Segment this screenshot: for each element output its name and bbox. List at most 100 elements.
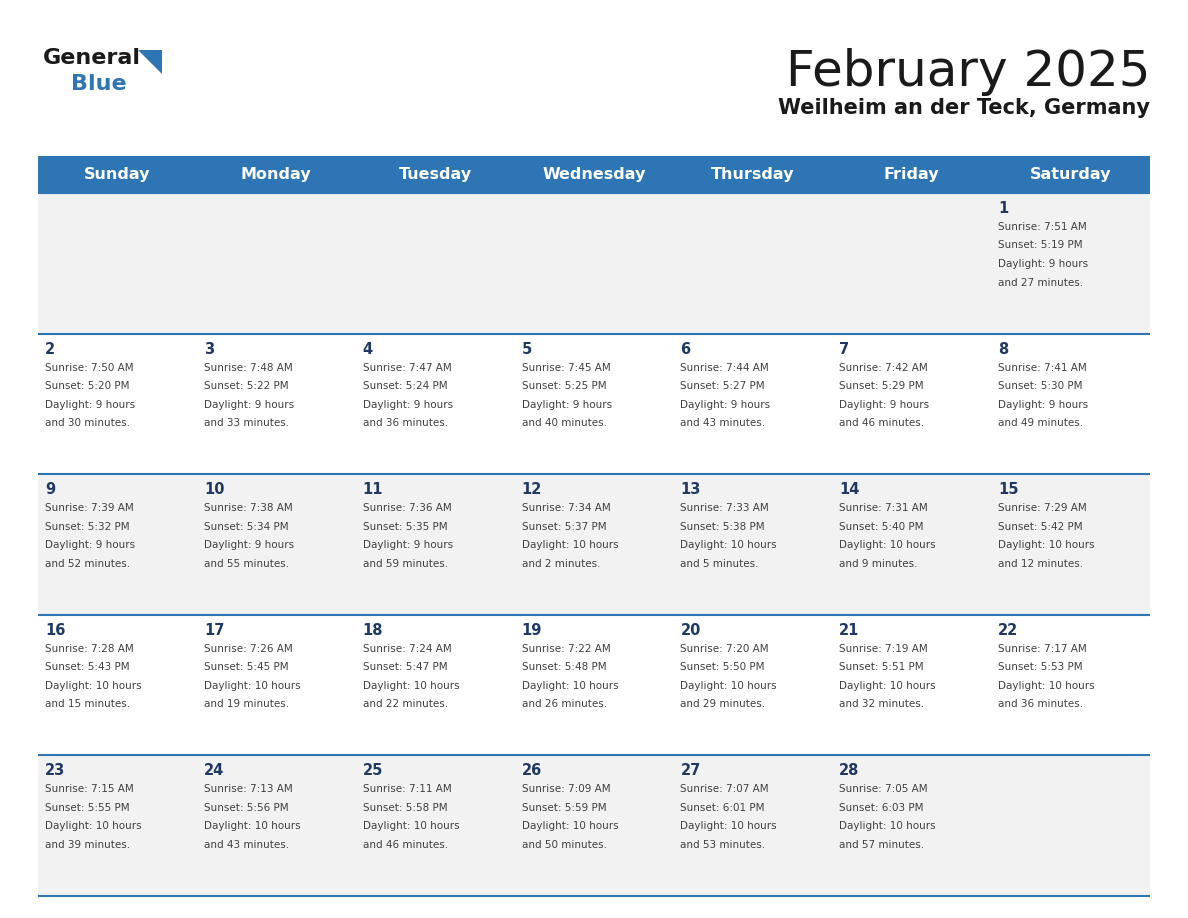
Text: and 26 minutes.: and 26 minutes. bbox=[522, 700, 607, 710]
Text: Sunrise: 7:19 AM: Sunrise: 7:19 AM bbox=[839, 644, 928, 654]
Text: Sunrise: 7:29 AM: Sunrise: 7:29 AM bbox=[998, 503, 1087, 513]
Text: Sunrise: 7:09 AM: Sunrise: 7:09 AM bbox=[522, 784, 611, 794]
Text: Daylight: 10 hours: Daylight: 10 hours bbox=[998, 540, 1095, 550]
Text: Sunset: 6:01 PM: Sunset: 6:01 PM bbox=[681, 803, 765, 813]
Text: Sunset: 5:43 PM: Sunset: 5:43 PM bbox=[45, 662, 129, 672]
Text: 8: 8 bbox=[998, 341, 1009, 356]
Text: and 15 minutes.: and 15 minutes. bbox=[45, 700, 131, 710]
Text: Sunset: 5:58 PM: Sunset: 5:58 PM bbox=[362, 803, 448, 813]
Text: 13: 13 bbox=[681, 482, 701, 498]
Text: Wednesday: Wednesday bbox=[542, 167, 646, 182]
Text: 3: 3 bbox=[204, 341, 214, 356]
Text: Sunrise: 7:33 AM: Sunrise: 7:33 AM bbox=[681, 503, 769, 513]
Text: Daylight: 10 hours: Daylight: 10 hours bbox=[839, 540, 936, 550]
Text: Sunrise: 7:05 AM: Sunrise: 7:05 AM bbox=[839, 784, 928, 794]
Text: 7: 7 bbox=[839, 341, 849, 356]
Text: Daylight: 10 hours: Daylight: 10 hours bbox=[204, 681, 301, 691]
Text: Daylight: 10 hours: Daylight: 10 hours bbox=[839, 822, 936, 832]
Text: Sunrise: 7:13 AM: Sunrise: 7:13 AM bbox=[204, 784, 292, 794]
Text: Sunset: 5:38 PM: Sunset: 5:38 PM bbox=[681, 521, 765, 532]
Text: February 2025: February 2025 bbox=[785, 48, 1150, 96]
Text: 23: 23 bbox=[45, 764, 65, 778]
Text: and 50 minutes.: and 50 minutes. bbox=[522, 840, 607, 850]
Text: Sunrise: 7:11 AM: Sunrise: 7:11 AM bbox=[362, 784, 451, 794]
Text: Daylight: 9 hours: Daylight: 9 hours bbox=[839, 399, 929, 409]
Bar bbox=[38, 615, 1150, 756]
Text: 10: 10 bbox=[204, 482, 225, 498]
Text: 24: 24 bbox=[204, 764, 225, 778]
Text: 26: 26 bbox=[522, 764, 542, 778]
Text: and 46 minutes.: and 46 minutes. bbox=[362, 840, 448, 850]
Text: Daylight: 9 hours: Daylight: 9 hours bbox=[362, 540, 453, 550]
Text: Sunrise: 7:45 AM: Sunrise: 7:45 AM bbox=[522, 363, 611, 373]
Text: Sunrise: 7:41 AM: Sunrise: 7:41 AM bbox=[998, 363, 1087, 373]
Polygon shape bbox=[138, 50, 162, 74]
Text: Monday: Monday bbox=[241, 167, 311, 182]
Text: Sunrise: 7:28 AM: Sunrise: 7:28 AM bbox=[45, 644, 134, 654]
Text: and 49 minutes.: and 49 minutes. bbox=[998, 418, 1083, 428]
Text: Daylight: 9 hours: Daylight: 9 hours bbox=[362, 399, 453, 409]
Text: Sunrise: 7:15 AM: Sunrise: 7:15 AM bbox=[45, 784, 134, 794]
Text: Sunset: 5:35 PM: Sunset: 5:35 PM bbox=[362, 521, 448, 532]
Bar bbox=[38, 156, 1150, 193]
Text: Daylight: 10 hours: Daylight: 10 hours bbox=[522, 540, 618, 550]
Text: Sunrise: 7:34 AM: Sunrise: 7:34 AM bbox=[522, 503, 611, 513]
Text: Daylight: 10 hours: Daylight: 10 hours bbox=[998, 681, 1095, 691]
Text: Sunset: 5:37 PM: Sunset: 5:37 PM bbox=[522, 521, 606, 532]
Text: Sunset: 5:29 PM: Sunset: 5:29 PM bbox=[839, 381, 924, 391]
Text: Sunset: 5:32 PM: Sunset: 5:32 PM bbox=[45, 521, 129, 532]
Text: Sunrise: 7:38 AM: Sunrise: 7:38 AM bbox=[204, 503, 292, 513]
Text: 16: 16 bbox=[45, 622, 65, 638]
Text: Sunrise: 7:42 AM: Sunrise: 7:42 AM bbox=[839, 363, 928, 373]
Text: Sunset: 5:48 PM: Sunset: 5:48 PM bbox=[522, 662, 606, 672]
Text: 9: 9 bbox=[45, 482, 55, 498]
Text: Sunset: 5:22 PM: Sunset: 5:22 PM bbox=[204, 381, 289, 391]
Bar bbox=[38, 193, 1150, 333]
Text: Tuesday: Tuesday bbox=[399, 167, 472, 182]
Text: Daylight: 9 hours: Daylight: 9 hours bbox=[204, 399, 293, 409]
Text: 15: 15 bbox=[998, 482, 1018, 498]
Text: Daylight: 9 hours: Daylight: 9 hours bbox=[45, 540, 135, 550]
Text: Sunset: 5:55 PM: Sunset: 5:55 PM bbox=[45, 803, 129, 813]
Text: Sunset: 5:19 PM: Sunset: 5:19 PM bbox=[998, 241, 1082, 251]
Text: 11: 11 bbox=[362, 482, 384, 498]
Text: and 2 minutes.: and 2 minutes. bbox=[522, 559, 600, 568]
Text: and 39 minutes.: and 39 minutes. bbox=[45, 840, 131, 850]
Text: Saturday: Saturday bbox=[1030, 167, 1111, 182]
Text: Sunrise: 7:36 AM: Sunrise: 7:36 AM bbox=[362, 503, 451, 513]
Text: 14: 14 bbox=[839, 482, 860, 498]
Text: 19: 19 bbox=[522, 622, 542, 638]
Text: Weilheim an der Teck, Germany: Weilheim an der Teck, Germany bbox=[778, 98, 1150, 118]
Text: Sunset: 5:30 PM: Sunset: 5:30 PM bbox=[998, 381, 1082, 391]
Text: Sunrise: 7:48 AM: Sunrise: 7:48 AM bbox=[204, 363, 292, 373]
Text: and 32 minutes.: and 32 minutes. bbox=[839, 700, 924, 710]
Text: and 59 minutes.: and 59 minutes. bbox=[362, 559, 448, 568]
Text: Daylight: 10 hours: Daylight: 10 hours bbox=[681, 822, 777, 832]
Text: Daylight: 9 hours: Daylight: 9 hours bbox=[681, 399, 771, 409]
Text: General: General bbox=[43, 48, 141, 68]
Text: Daylight: 10 hours: Daylight: 10 hours bbox=[522, 681, 618, 691]
Text: Sunrise: 7:44 AM: Sunrise: 7:44 AM bbox=[681, 363, 769, 373]
Text: and 22 minutes.: and 22 minutes. bbox=[362, 700, 448, 710]
Text: and 27 minutes.: and 27 minutes. bbox=[998, 277, 1083, 287]
Text: 5: 5 bbox=[522, 341, 532, 356]
Text: 27: 27 bbox=[681, 764, 701, 778]
Text: Sunrise: 7:26 AM: Sunrise: 7:26 AM bbox=[204, 644, 292, 654]
Text: Sunset: 5:40 PM: Sunset: 5:40 PM bbox=[839, 521, 924, 532]
Text: Blue: Blue bbox=[71, 74, 127, 94]
Text: Daylight: 9 hours: Daylight: 9 hours bbox=[204, 540, 293, 550]
Text: Sunrise: 7:17 AM: Sunrise: 7:17 AM bbox=[998, 644, 1087, 654]
Text: Sunrise: 7:20 AM: Sunrise: 7:20 AM bbox=[681, 644, 769, 654]
Text: 28: 28 bbox=[839, 764, 860, 778]
Text: 22: 22 bbox=[998, 622, 1018, 638]
Text: Sunset: 5:47 PM: Sunset: 5:47 PM bbox=[362, 662, 448, 672]
Text: Sunrise: 7:07 AM: Sunrise: 7:07 AM bbox=[681, 784, 769, 794]
Text: Thursday: Thursday bbox=[712, 167, 795, 182]
Text: Sunset: 5:45 PM: Sunset: 5:45 PM bbox=[204, 662, 289, 672]
Bar bbox=[38, 475, 1150, 615]
Text: Sunset: 5:59 PM: Sunset: 5:59 PM bbox=[522, 803, 606, 813]
Text: Sunrise: 7:31 AM: Sunrise: 7:31 AM bbox=[839, 503, 928, 513]
Bar bbox=[38, 333, 1150, 475]
Text: and 43 minutes.: and 43 minutes. bbox=[204, 840, 289, 850]
Text: Sunday: Sunday bbox=[84, 167, 151, 182]
